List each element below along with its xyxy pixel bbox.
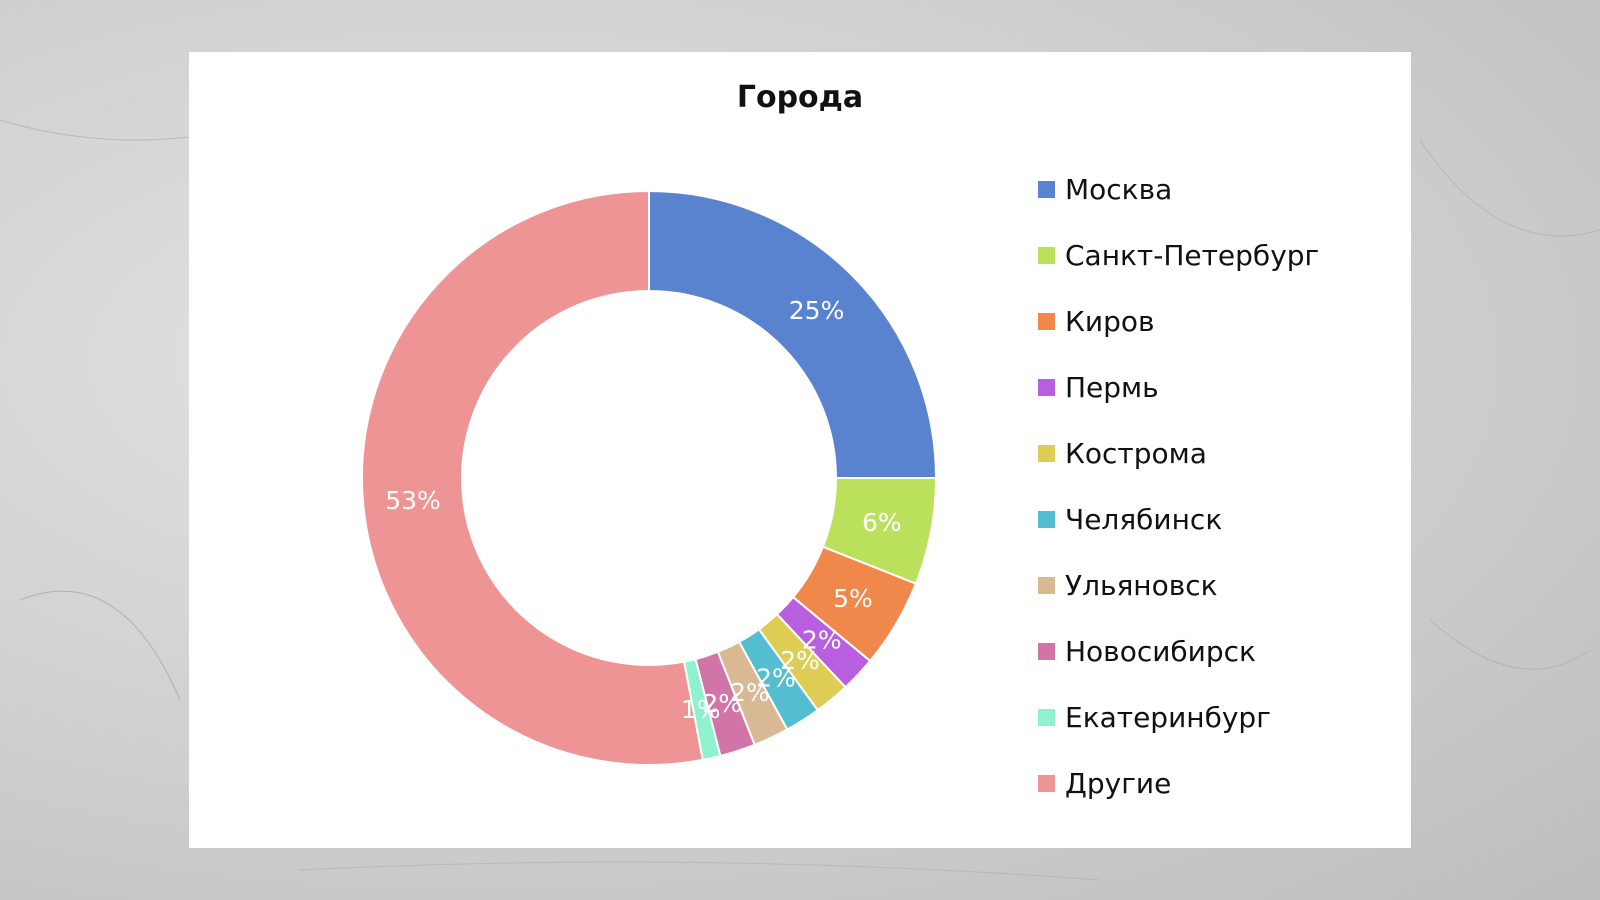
- legend-item: Екатеринбург: [1038, 684, 1319, 750]
- legend-label: Екатеринбург: [1065, 700, 1271, 734]
- legend-swatch: [1038, 246, 1055, 264]
- chart-title: Города: [736, 80, 864, 115]
- legend-item: Москва: [1038, 156, 1319, 222]
- legend-swatch: [1038, 378, 1055, 396]
- legend-swatch: [1038, 510, 1055, 528]
- data-label-6: 2%: [730, 678, 770, 707]
- data-label-7: 2%: [702, 689, 742, 718]
- legend-label: Киров: [1065, 304, 1155, 338]
- legend-label: Пермь: [1065, 370, 1159, 404]
- data-label-4: 2%: [780, 646, 820, 675]
- legend-swatch: [1038, 444, 1055, 462]
- data-label-0: 25%: [789, 296, 845, 325]
- legend-item: Киров: [1038, 288, 1319, 354]
- legend-swatch: [1038, 774, 1055, 792]
- data-label-3: 2%: [802, 626, 842, 655]
- legend-item: Санкт-Петербург: [1038, 222, 1319, 288]
- legend-swatch: [1038, 312, 1055, 330]
- legend-label: Ульяновск: [1065, 568, 1218, 602]
- data-label-5: 2%: [756, 664, 796, 693]
- legend-label: Кострома: [1065, 436, 1207, 470]
- donut-slice-9: [360, 189, 704, 766]
- legend-label: Новосибирск: [1065, 634, 1256, 668]
- legend-label: Санкт-Петербург: [1065, 238, 1320, 272]
- donut-chart: 25%6%5%2%2%2%2%2%1%53%: [360, 189, 938, 766]
- legend-swatch: [1038, 180, 1055, 198]
- legend-item: Пермь: [1038, 354, 1319, 420]
- legend-label: Другие: [1065, 766, 1172, 800]
- chart-card: Города 25% 6% 5% 2% 2% 2% 2% 2% 1% 53% Москва Санк…: [189, 52, 1411, 848]
- legend-swatch: [1038, 708, 1055, 726]
- data-label-1: 6%: [862, 508, 902, 537]
- data-label-8: 1%: [681, 695, 721, 724]
- data-label-9: 53%: [385, 486, 441, 515]
- legend-item: Кострома: [1038, 420, 1319, 486]
- donut-slice-0: [648, 189, 938, 479]
- legend-swatch: [1038, 576, 1055, 594]
- chart-legend: Москва Санкт-Петербург Киров Пермь Кострома Ч…: [1038, 156, 1319, 816]
- legend-swatch: [1038, 642, 1055, 660]
- legend-item: Новосибирск: [1038, 618, 1319, 684]
- data-label-2: 5%: [833, 584, 873, 613]
- legend-item: Ульяновск: [1038, 552, 1319, 618]
- legend-label: Челябинск: [1065, 502, 1223, 536]
- legend-item: Челябинск: [1038, 486, 1319, 552]
- legend-item: Другие: [1038, 750, 1319, 816]
- legend-label: Москва: [1065, 172, 1173, 206]
